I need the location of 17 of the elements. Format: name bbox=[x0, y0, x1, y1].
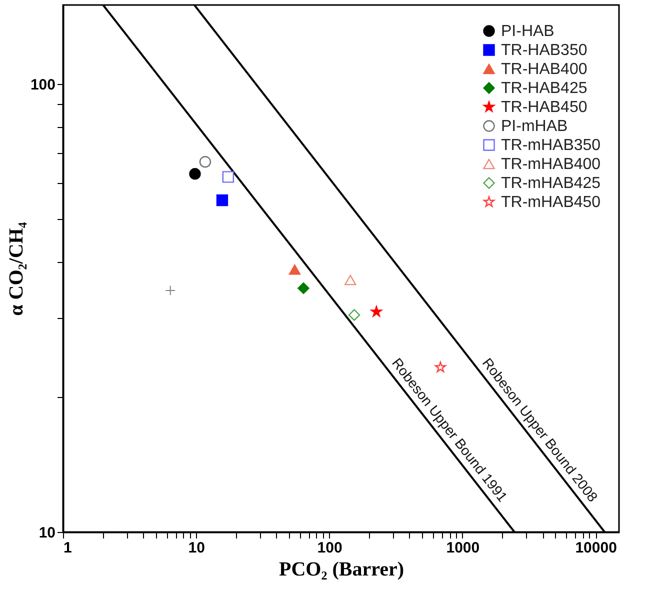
legend-label: PI-mHAB bbox=[501, 118, 568, 135]
legend-label: TR-HAB425 bbox=[501, 80, 588, 97]
legend-label: TR-mHAB425 bbox=[501, 175, 601, 192]
legend-label: TR-mHAB450 bbox=[501, 194, 601, 211]
legend-label: PI-HAB bbox=[501, 23, 554, 40]
x-tick-label: 10 bbox=[188, 540, 205, 556]
x-tick-label: 1 bbox=[64, 540, 72, 556]
legend-label: TR-HAB450 bbox=[501, 99, 588, 116]
x-tick-label: 100 bbox=[317, 540, 342, 556]
x-tick-label: 1000 bbox=[446, 540, 480, 556]
x-tick-label: 10000 bbox=[575, 540, 617, 556]
legend-label: TR-mHAB400 bbox=[501, 156, 601, 173]
x-axis-title: PCO₂ (Barrer) bbox=[278, 558, 404, 580]
legend-label: TR-HAB350 bbox=[501, 42, 588, 59]
legend-label: TR-mHAB350 bbox=[501, 137, 601, 154]
y-axis-title: α CO₂/CH₄ bbox=[5, 222, 28, 316]
legend-label: TR-HAB400 bbox=[501, 61, 588, 78]
